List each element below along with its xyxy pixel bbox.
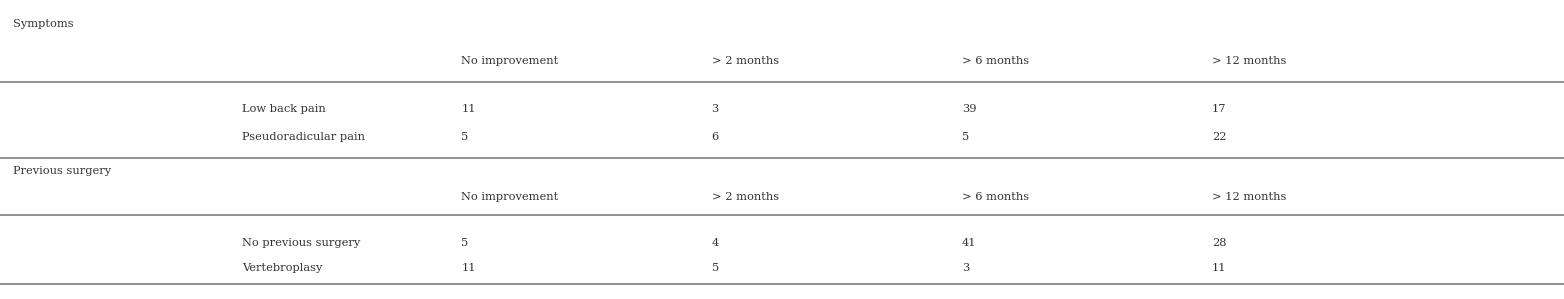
Text: 4: 4: [712, 238, 719, 248]
Text: 5: 5: [461, 238, 469, 248]
Text: 17: 17: [1212, 104, 1226, 114]
Text: 6: 6: [712, 132, 719, 142]
Text: 11: 11: [461, 104, 475, 114]
Text: Low back pain: Low back pain: [242, 104, 327, 114]
Text: 3: 3: [712, 104, 719, 114]
Text: 28: 28: [1212, 238, 1226, 248]
Text: Previous surgery: Previous surgery: [13, 166, 111, 176]
Text: > 2 months: > 2 months: [712, 56, 779, 66]
Text: 22: 22: [1212, 132, 1226, 142]
Text: No improvement: No improvement: [461, 56, 558, 66]
Text: 39: 39: [962, 104, 976, 114]
Text: > 6 months: > 6 months: [962, 56, 1029, 66]
Text: > 12 months: > 12 months: [1212, 192, 1287, 202]
Text: > 12 months: > 12 months: [1212, 56, 1287, 66]
Text: 11: 11: [461, 263, 475, 273]
Text: 5: 5: [461, 132, 469, 142]
Text: No previous surgery: No previous surgery: [242, 238, 361, 248]
Text: 5: 5: [712, 263, 719, 273]
Text: > 6 months: > 6 months: [962, 192, 1029, 202]
Text: 3: 3: [962, 263, 970, 273]
Text: 5: 5: [962, 132, 970, 142]
Text: Pseudoradicular pain: Pseudoradicular pain: [242, 132, 366, 142]
Text: 41: 41: [962, 238, 976, 248]
Text: > 2 months: > 2 months: [712, 192, 779, 202]
Text: No improvement: No improvement: [461, 192, 558, 202]
Text: Vertebroplasy: Vertebroplasy: [242, 263, 322, 273]
Text: Symptoms: Symptoms: [13, 19, 74, 29]
Text: 11: 11: [1212, 263, 1226, 273]
